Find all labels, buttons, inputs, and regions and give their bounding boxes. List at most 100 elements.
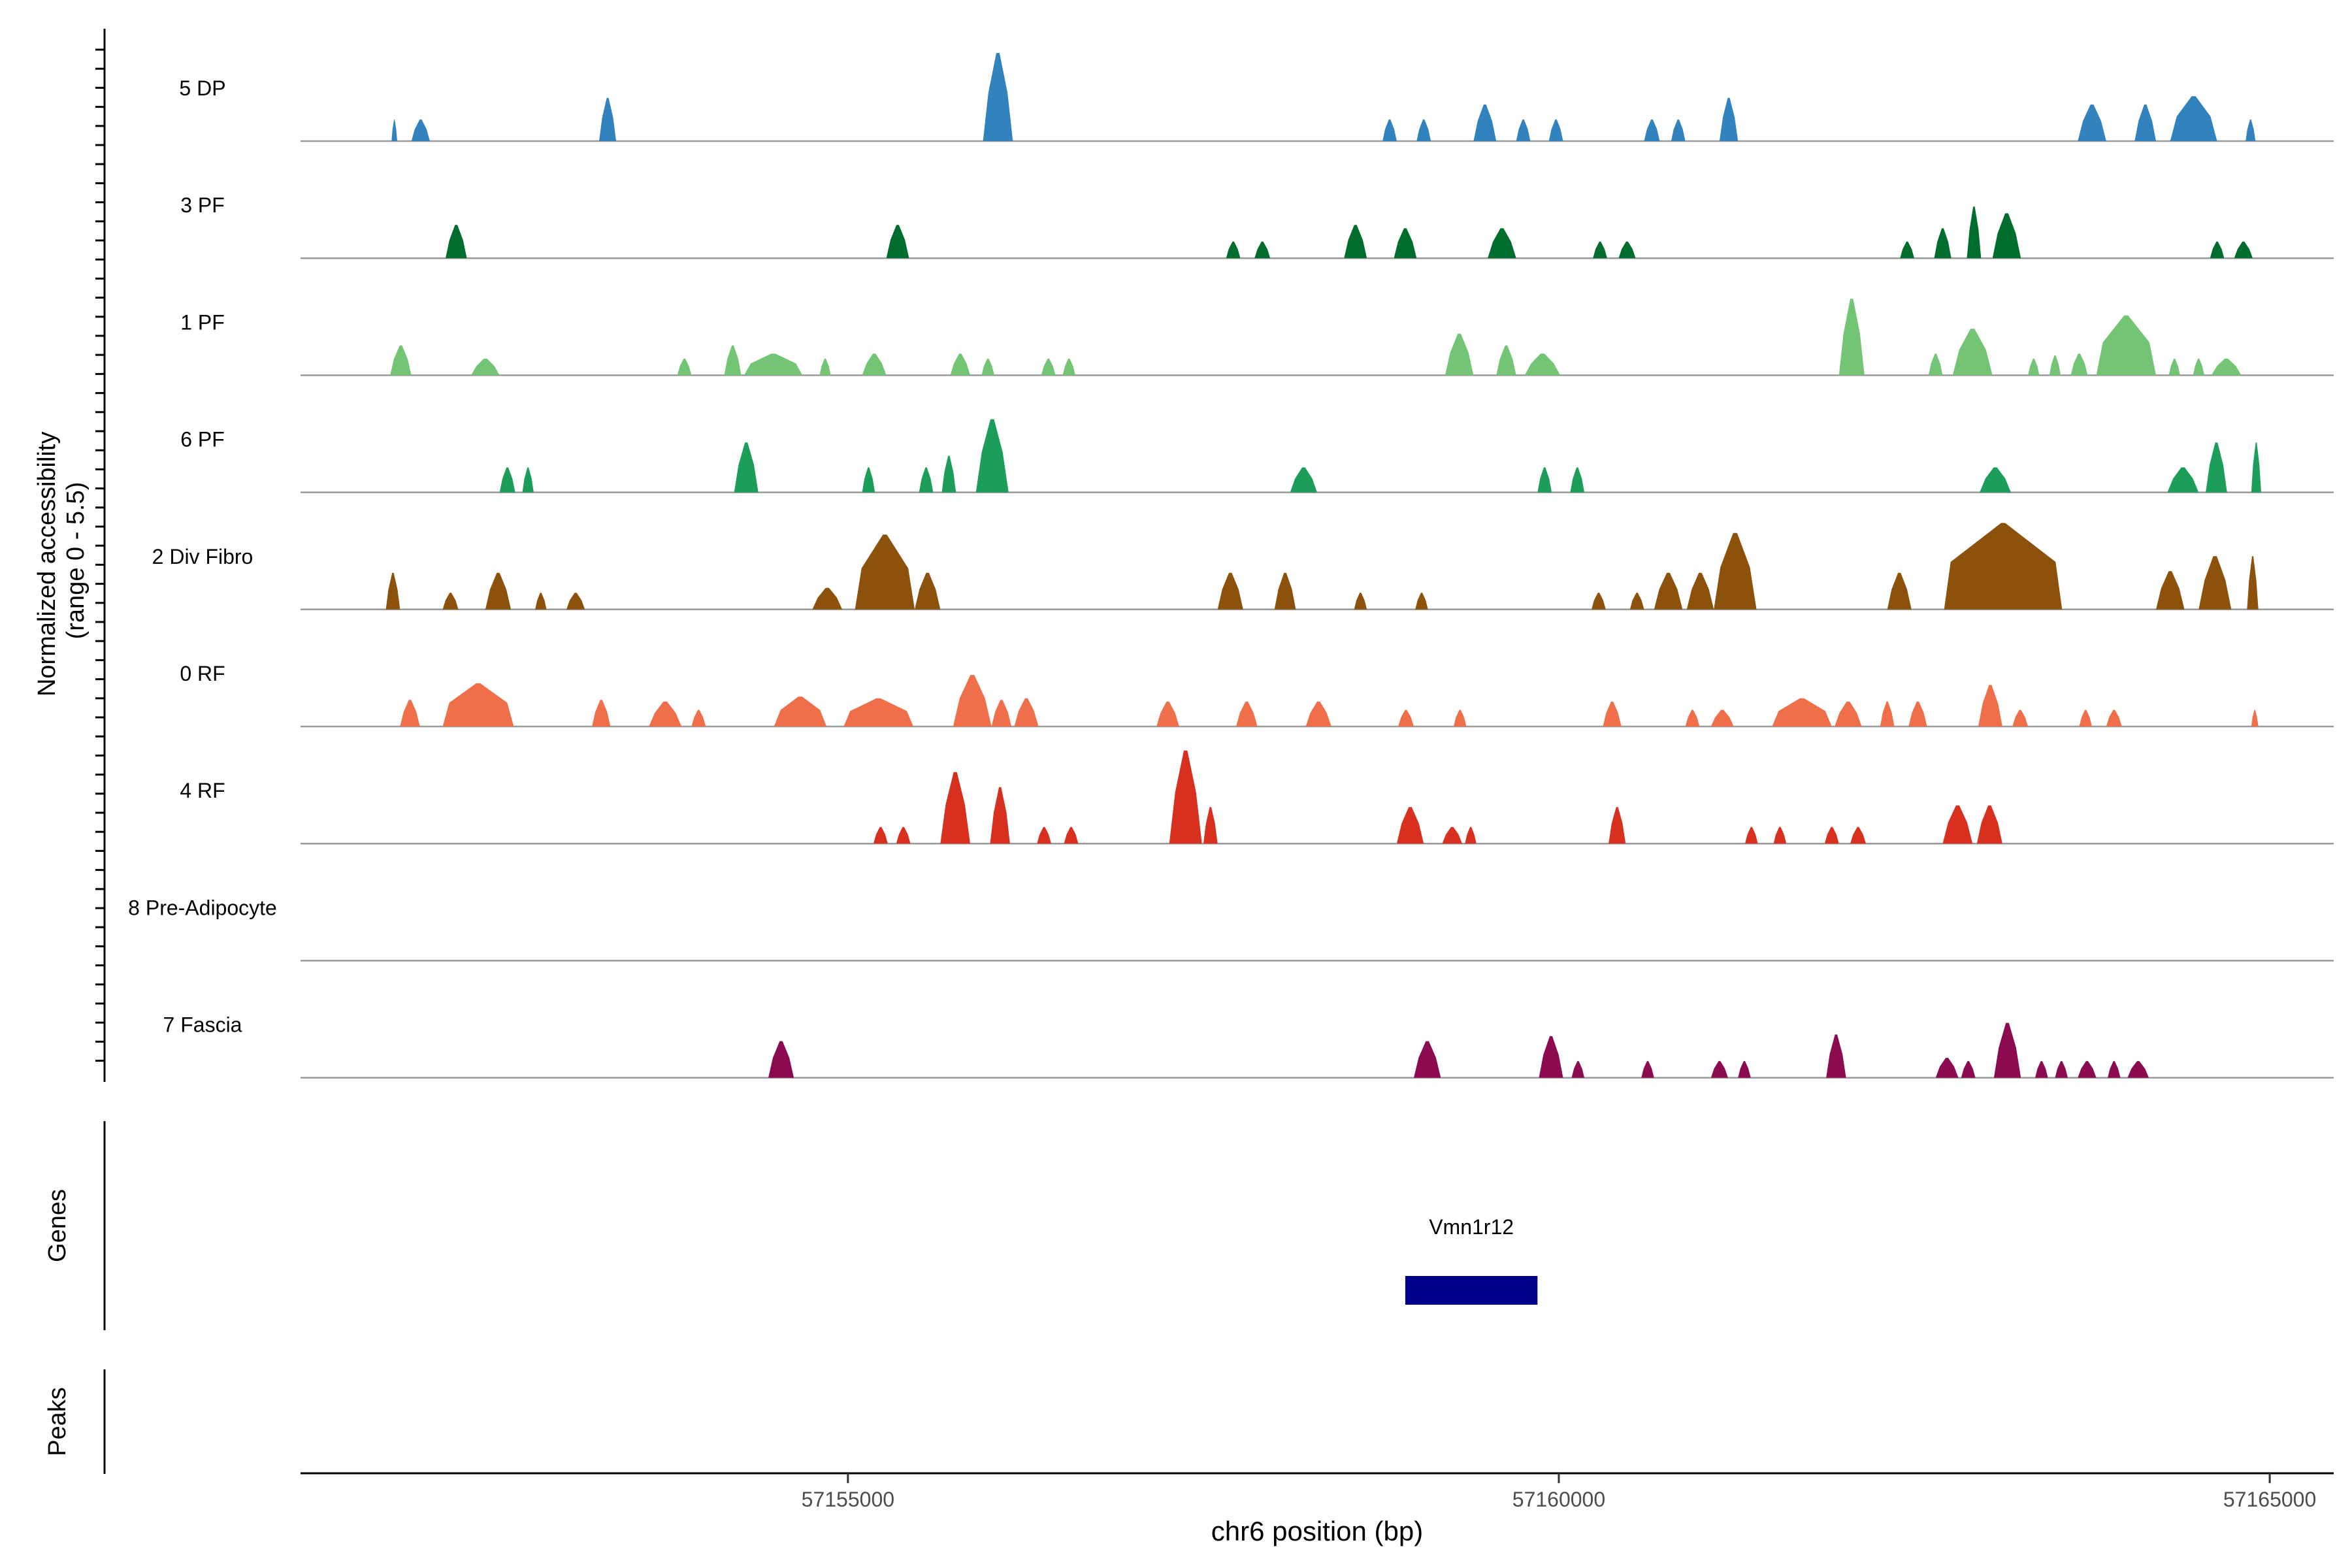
track-label: 3 PF — [180, 193, 225, 217]
coverage-peak — [1686, 572, 1714, 610]
coverage-peak — [2106, 710, 2122, 727]
coverage-peak — [1274, 572, 1296, 610]
x-tick-label: 57155000 — [802, 1488, 894, 1511]
coverage-peak — [1745, 826, 1758, 844]
coverage-peak — [919, 467, 934, 493]
y-axis-ticks — [95, 48, 105, 1062]
coverage-peak — [862, 353, 887, 376]
coverage-peak — [1850, 826, 1866, 844]
coverage-peak — [2211, 358, 2242, 376]
coverage-peak — [1618, 241, 1636, 259]
coverage-peak — [391, 119, 397, 141]
coverage-peak — [1880, 701, 1895, 727]
coverage-peak — [649, 701, 682, 727]
coverage-peak — [950, 353, 970, 376]
track-0-rf: 0 RF — [180, 662, 2334, 728]
coverage-peak — [1305, 701, 1331, 727]
coverage-peak — [819, 358, 831, 376]
coverage-peak — [1382, 119, 1397, 141]
coverage-peak — [862, 467, 875, 493]
coverage-peak — [385, 572, 400, 610]
track-label: 0 RF — [180, 662, 225, 685]
coverage-peak — [1415, 593, 1428, 610]
coverage-peak — [2127, 1061, 2149, 1078]
coverage-peak — [1217, 572, 1243, 610]
coverage-peak — [724, 345, 742, 376]
coverage-peak — [1961, 1061, 1976, 1078]
track-1-pf: 1 PF — [180, 299, 2334, 376]
coverage-peak — [1835, 701, 1862, 727]
coverage-peak — [2028, 358, 2040, 376]
coverage-peak — [1254, 241, 1271, 259]
coverage-peak — [522, 467, 534, 493]
coverage-peak — [677, 358, 692, 376]
coverage-peak — [774, 696, 827, 727]
y-axis-label-line1: Normalized accessibility — [33, 432, 61, 696]
coverage-peak — [1537, 467, 1552, 493]
track-label: 5 DP — [179, 76, 225, 100]
track-3-pf: 3 PF — [180, 193, 2334, 259]
track-6-pf: 6 PF — [180, 419, 2334, 493]
x-tick-label: 57165000 — [2223, 1488, 2316, 1511]
track-label: 1 PF — [180, 310, 225, 334]
gene-label: Vmn1r12 — [1429, 1215, 1514, 1239]
coverage-peak — [1671, 119, 1686, 141]
coverage-peak — [2167, 467, 2199, 493]
coverage-peak — [983, 53, 1013, 141]
coverage-peak — [1516, 119, 1531, 141]
coverage-peak — [2108, 1061, 2121, 1078]
coverage-peak — [1980, 467, 2011, 493]
coverage-peak — [2246, 119, 2256, 141]
track-2-div-fibro: 2 Div Fibro — [152, 523, 2334, 611]
coverage-peak — [843, 698, 913, 727]
coverage-peak — [1539, 1036, 1563, 1078]
coverage-peak — [1354, 593, 1367, 610]
coverage-peak — [2049, 355, 2061, 376]
coverage-peak — [1041, 358, 1056, 376]
coverage-peak — [855, 534, 915, 610]
coverage-peak — [1548, 119, 1563, 141]
track-4-rf: 4 RF — [180, 750, 2334, 845]
gene-body — [1405, 1276, 1538, 1305]
coverage-peak — [1414, 1041, 1441, 1078]
coverage-peak — [1644, 119, 1660, 141]
coverage-peak — [744, 353, 803, 376]
coverage-peak — [1976, 805, 2002, 844]
coverage-peak — [471, 358, 500, 376]
track-label: 2 Div Fibro — [152, 545, 253, 568]
coverage-peak — [874, 826, 888, 844]
peaks-panel-label: Peaks — [44, 1387, 71, 1456]
coverage-peak — [1398, 710, 1414, 727]
coverage-peak — [442, 593, 459, 610]
y-axis-label: Normalized accessibility (range 0 - 5.5) — [33, 425, 90, 696]
coverage-peak — [1603, 701, 1622, 727]
coverage-peak — [2193, 358, 2204, 376]
gene-track: Vmn1r12 — [1405, 1215, 1538, 1305]
coverage-peak — [734, 442, 759, 493]
coverage-peak — [1944, 523, 2063, 610]
coverage-peak — [1824, 826, 1839, 844]
coverage-peak — [446, 225, 467, 259]
coverage-peak — [2078, 1061, 2097, 1078]
track-label: 7 Fascia — [163, 1013, 242, 1037]
coverage-peak — [2079, 710, 2092, 727]
coverage-peak — [1826, 1034, 1846, 1078]
track-5-dp: 5 DP — [179, 53, 2334, 142]
x-axis: 57155000 57160000 57165000 — [301, 1472, 2334, 1511]
coverage-peak — [1442, 826, 1462, 844]
coverage-peak — [2247, 556, 2259, 610]
coverage-peak — [2055, 1061, 2068, 1078]
coverage-peak — [941, 455, 956, 493]
coverage-tracks: 5 DP 3 PF 1 PF 6 PF 2 Div Fibro 0 RF 4 RF 8 Pre… — [128, 53, 2334, 1079]
coverage-peak — [2168, 358, 2180, 376]
coverage-peak — [691, 710, 706, 727]
coverage-peak — [1592, 593, 1606, 610]
coverage-peak — [535, 593, 547, 610]
coverage-peak — [940, 772, 970, 844]
coverage-peak — [1900, 241, 1914, 259]
coverage-peak — [390, 345, 412, 376]
coverage-peak — [499, 467, 515, 493]
coverage-peak — [1992, 213, 2021, 259]
coverage-peak — [1934, 228, 1952, 259]
